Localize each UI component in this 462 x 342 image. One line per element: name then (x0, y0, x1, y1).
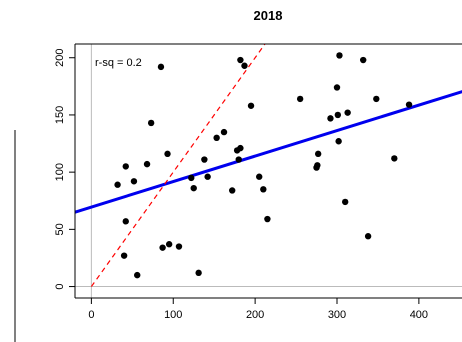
data-point (188, 174, 195, 182)
data-point (114, 181, 121, 188)
y-tick-label: 0 (54, 283, 66, 289)
data-point (164, 150, 171, 158)
data-point (165, 241, 173, 248)
data-point (157, 63, 165, 71)
data-point (341, 198, 349, 206)
x-tick-label: 0 (88, 309, 94, 321)
data-point (360, 56, 367, 64)
x-tick-label: 400 (410, 309, 428, 321)
data-point (130, 178, 138, 185)
data-point (344, 109, 351, 116)
data-point (122, 163, 129, 170)
data-point (405, 101, 413, 108)
data-point (314, 150, 322, 158)
identity-line (90, 44, 266, 287)
data-point (237, 144, 244, 152)
data-point (122, 218, 129, 225)
axes: 0 100 200 300 400 0 50 100 150 200 (54, 43, 462, 321)
data-point (264, 215, 271, 223)
data-point (159, 244, 166, 251)
plot-area (75, 44, 462, 298)
data-point (256, 173, 263, 180)
r-squared-annotation: r-sq = 0.2 (95, 57, 142, 69)
data-point (334, 111, 342, 119)
data-point (229, 187, 236, 194)
data-point (336, 52, 343, 59)
data-point (220, 128, 228, 136)
data-point (247, 102, 255, 109)
data-point (333, 84, 341, 91)
chart-title: 2018 (254, 8, 283, 23)
y-tick-label: 100 (54, 163, 66, 181)
data-point (296, 95, 304, 103)
data-point (134, 271, 141, 279)
data-point (260, 186, 267, 193)
data-point (327, 115, 334, 122)
data-point (314, 162, 321, 169)
data-point (391, 155, 398, 162)
data-point (241, 62, 248, 69)
data-point (195, 269, 202, 277)
data-point (147, 119, 155, 127)
data-point (235, 156, 242, 163)
data-point (364, 233, 372, 240)
x-tick-label: 300 (328, 309, 346, 321)
data-point (190, 184, 197, 192)
data-point (335, 138, 342, 145)
y-tick-label: 150 (54, 106, 66, 124)
data-point (175, 243, 183, 250)
data-point (213, 134, 220, 142)
data-point (120, 252, 128, 259)
x-tick-label: 100 (164, 309, 182, 321)
data-point (143, 160, 151, 168)
y-tick-label: 50 (54, 223, 66, 235)
regression-line (75, 90, 462, 214)
y-tick-label: 200 (54, 49, 66, 67)
data-point (237, 56, 244, 64)
data-point (373, 95, 380, 103)
data-point (204, 173, 211, 180)
data-point (201, 156, 208, 163)
x-tick-label: 200 (246, 309, 264, 321)
